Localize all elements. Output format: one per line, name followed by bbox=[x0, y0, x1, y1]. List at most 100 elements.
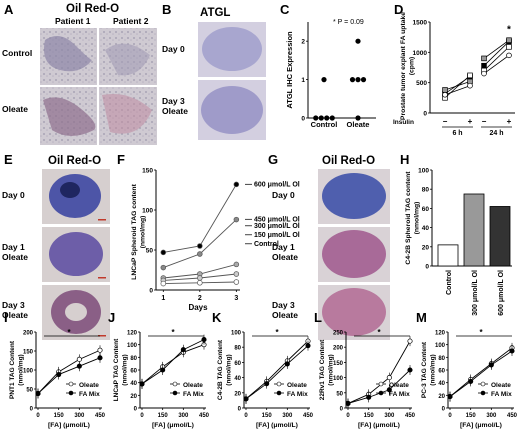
y-tick-label: 1 bbox=[301, 77, 305, 84]
y-tick-label: 80 bbox=[234, 346, 241, 352]
x-tick-label: 450 bbox=[199, 413, 210, 419]
tissue-shape bbox=[105, 43, 150, 76]
series-line bbox=[449, 347, 513, 397]
series-line bbox=[483, 55, 510, 74]
panel-d-label: D bbox=[394, 2, 403, 17]
series-line bbox=[444, 85, 471, 96]
bar bbox=[437, 244, 459, 267]
y-tick-label: 0 bbox=[149, 288, 153, 295]
significance-star: * bbox=[171, 328, 175, 337]
x-tick-label: 150 bbox=[158, 413, 169, 419]
x-tick-label: 0 bbox=[244, 413, 248, 419]
insulin-state: − bbox=[482, 117, 487, 126]
chart-f: 0 50 100 150 LNCaP Spheroid TAG content (nmol… bbox=[131, 168, 300, 313]
tissue-shape bbox=[44, 36, 92, 72]
series-line bbox=[483, 39, 510, 59]
row-label: Day 1 Oleate bbox=[272, 242, 298, 262]
y-axis-label: C4-2B TAG Content (nmol/mg) bbox=[217, 339, 233, 400]
scale-bar bbox=[98, 277, 106, 279]
data-point bbox=[481, 62, 487, 69]
series-line bbox=[347, 340, 411, 404]
panel-k-label: K bbox=[212, 310, 222, 325]
panel-g-title: Oil Red-O bbox=[322, 155, 375, 167]
panel-k-label-g: K bbox=[212, 310, 222, 325]
y-tick-label: 1000 bbox=[413, 50, 428, 57]
data-point bbox=[201, 337, 207, 343]
data-point bbox=[407, 367, 413, 373]
row-label: Day 0 bbox=[162, 44, 185, 54]
series-label: — 450 μmol/L Ol bbox=[245, 217, 300, 224]
series-line bbox=[444, 81, 471, 91]
data-point bbox=[160, 249, 167, 256]
x-tick-label: 450 bbox=[95, 413, 106, 419]
x-tick-label: 300 bbox=[282, 413, 293, 419]
x-tick-label: 150 bbox=[262, 413, 273, 419]
data-point bbox=[345, 400, 351, 406]
panel-h: H bbox=[400, 152, 409, 167]
panel-g-label: G bbox=[268, 152, 278, 167]
series-line bbox=[163, 184, 237, 253]
x-axis-label: [FA] (μmol/L) bbox=[460, 422, 502, 429]
data-point bbox=[243, 396, 249, 402]
x-tick-label: 0 bbox=[140, 413, 144, 419]
x-axis-label: Days bbox=[188, 303, 208, 312]
insulin-state: − bbox=[443, 117, 448, 126]
data-point bbox=[447, 394, 453, 400]
panel-g: G Oil Red-O bbox=[268, 152, 390, 340]
x-tick-label: 0 bbox=[36, 413, 40, 419]
x-tick-label: 450 bbox=[405, 413, 416, 419]
series-label: — 300 μmol/L Ol bbox=[245, 223, 300, 230]
data-point bbox=[264, 381, 270, 387]
y-tick-label: 80 bbox=[422, 187, 430, 194]
legend-marker bbox=[378, 381, 384, 387]
y-tick-label: 40 bbox=[130, 381, 137, 387]
y-tick-label: 40 bbox=[422, 225, 430, 232]
x-tick-label: 1 bbox=[161, 295, 165, 302]
data-point bbox=[506, 52, 512, 59]
data-point bbox=[467, 82, 473, 89]
data-point bbox=[386, 375, 392, 381]
data-point bbox=[349, 77, 356, 83]
panel-a-title: Oil Red-O bbox=[66, 3, 119, 15]
legend-marker bbox=[68, 381, 74, 387]
series-line bbox=[141, 339, 205, 385]
legend-marker bbox=[172, 381, 178, 387]
panel-a-row1: Control bbox=[2, 48, 32, 58]
row-label: Day 3 Oleate bbox=[2, 300, 28, 320]
panel-m-label: M bbox=[416, 310, 427, 325]
y-tick-label: 80 bbox=[438, 356, 445, 362]
series-label: — 600 μmol/L Ol bbox=[245, 181, 300, 188]
data-point bbox=[139, 381, 145, 387]
data-point bbox=[355, 38, 361, 44]
data-point bbox=[488, 362, 494, 368]
y-tick-label: 0 bbox=[134, 407, 138, 413]
legend-marker bbox=[276, 390, 282, 396]
data-point bbox=[481, 55, 487, 62]
panel-f-label: F bbox=[117, 152, 125, 167]
series-line bbox=[449, 350, 513, 397]
x-tick-label: Oleate bbox=[347, 120, 370, 129]
tissue-shape bbox=[322, 173, 386, 219]
data-point bbox=[97, 355, 103, 361]
data-point bbox=[506, 37, 512, 43]
x-tick-label: 0 bbox=[346, 413, 350, 419]
panel-e-rows: Day 0 Day 1 Oleate Day 3 Oleate bbox=[2, 190, 28, 320]
panel-c-label: C bbox=[280, 2, 290, 17]
panel-a: A Oil Red-O Patient 1 Patient 2 Control … bbox=[2, 2, 157, 145]
data-point bbox=[56, 372, 62, 378]
panel-i-label: I bbox=[4, 310, 8, 325]
y-tick-label: 50 bbox=[336, 391, 343, 397]
chart-k: 0 20 40 60 80 100 C4-2B TAG Content (nmol/mg) 0 1… bbox=[217, 328, 314, 429]
tissue-shape bbox=[102, 94, 152, 134]
y-axis-label: Prostate tumor explant FA uptake (cpm) bbox=[400, 12, 416, 120]
y-tick-label: 500 bbox=[416, 80, 427, 87]
row-label: Day 0 bbox=[2, 190, 25, 200]
series-label: — Control bbox=[245, 241, 279, 248]
y-tick-label: 0 bbox=[340, 407, 344, 413]
x-tick-label: 2 bbox=[198, 295, 202, 302]
x-tick-label: 6 h bbox=[452, 130, 462, 137]
y-tick-label: 20 bbox=[438, 394, 445, 400]
